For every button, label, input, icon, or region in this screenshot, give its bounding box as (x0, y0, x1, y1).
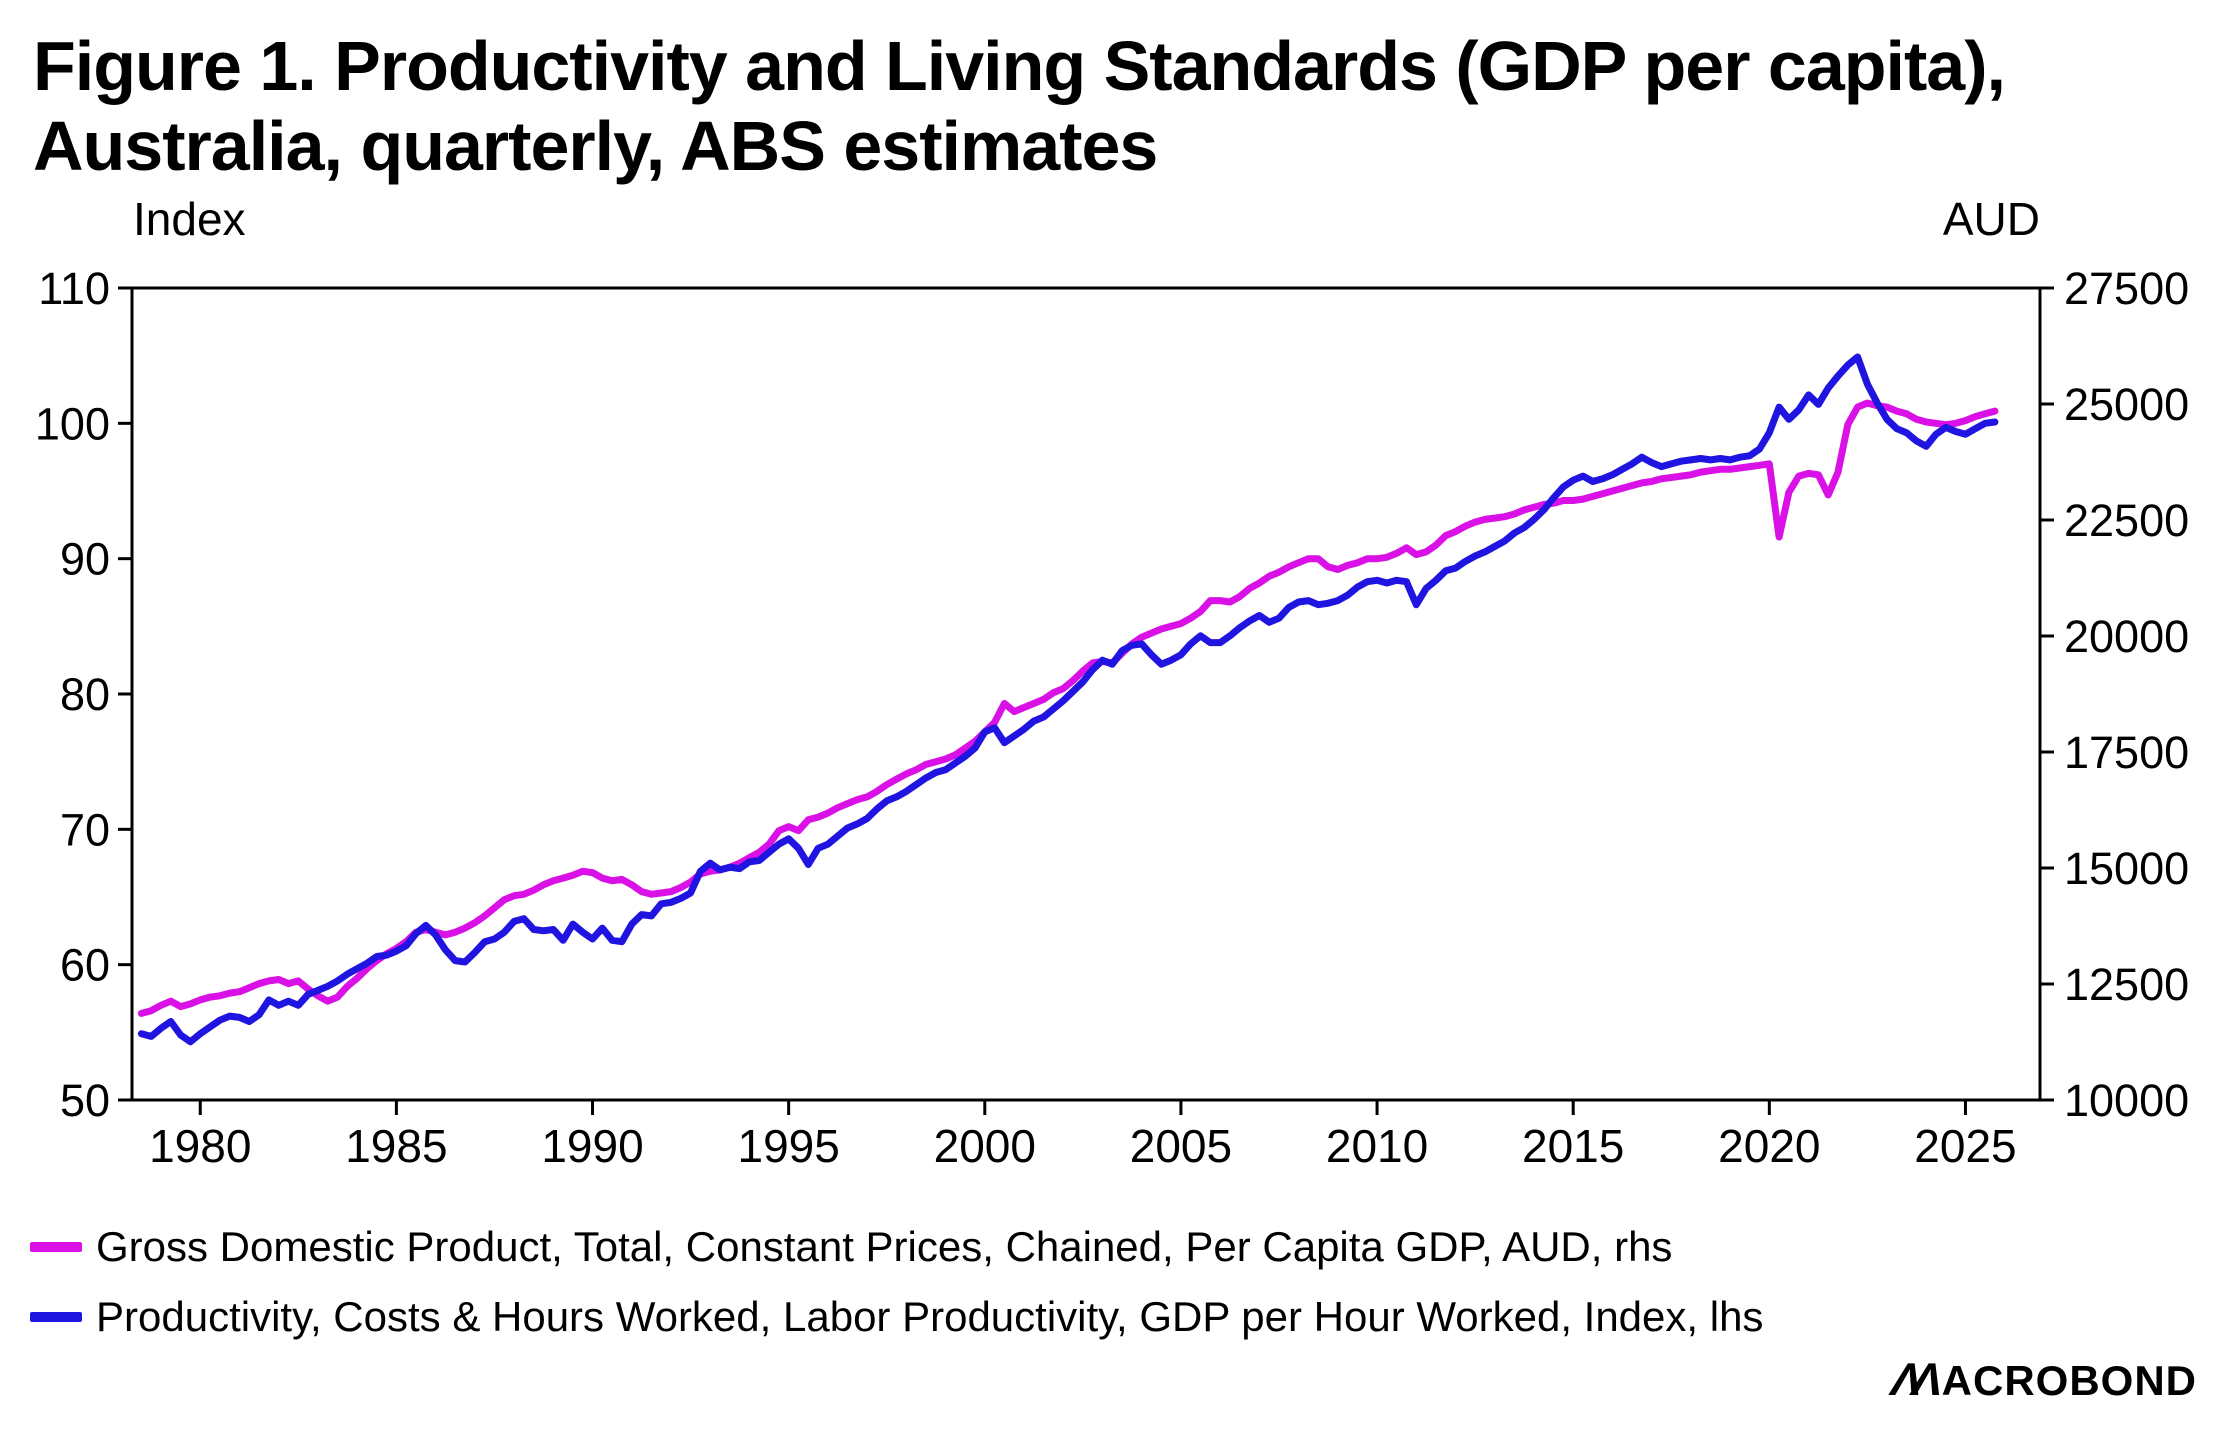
x-axis-tick-label: 1990 (541, 1120, 643, 1172)
x-axis-tick-label: 1985 (345, 1120, 447, 1172)
chart-title: Figure 1. Productivity and Living Standa… (33, 26, 2006, 186)
legend-label-gdp: Gross Domestic Product, Total, Constant … (96, 1223, 1673, 1270)
legend-item-productivity: Productivity, Costs & Hours Worked, Labo… (30, 1282, 1763, 1352)
x-axis-tick-label: 2010 (1326, 1120, 1428, 1172)
x-axis-tick-label: 1995 (737, 1120, 839, 1172)
chart-title-line2: Australia, quarterly, ABS estimates (33, 107, 1158, 185)
left-axis-tick-label: 90 (60, 534, 110, 585)
right-axis-tick-label: 25000 (2064, 379, 2189, 430)
x-axis-tick-label: 1980 (149, 1120, 251, 1172)
right-axis-unit-label: AUD (1942, 193, 2040, 245)
x-axis-tick-label: 2015 (1522, 1120, 1624, 1172)
right-axis-tick-label: 20000 (2064, 611, 2189, 662)
right-axis-tick-label: 10000 (2064, 1075, 2189, 1126)
macrobond-logo-text: ACROBOND (1941, 1357, 2197, 1404)
left-axis-tick-label: 80 (60, 669, 110, 720)
macrobond-logo-m-icon: ΛΛ (1885, 1353, 1941, 1405)
productivity-line-swatch (30, 1312, 82, 1322)
chart-title-line1: Figure 1. Productivity and Living Standa… (33, 27, 2006, 105)
left-axis-tick-label: 60 (60, 940, 110, 991)
macrobond-logo: ΛΛ ACROBOND (1886, 1352, 2197, 1406)
left-axis-tick-label: 50 (60, 1075, 110, 1126)
labor-productivity-line (137, 353, 1999, 1046)
left-axis-tick-label: 70 (60, 804, 110, 855)
x-axis-tick-label: 2025 (1914, 1120, 2016, 1172)
right-axis-tick-label: 27500 (2064, 263, 2189, 314)
left-axis-unit-label: Index (133, 193, 246, 245)
right-axis-tick-label: 22500 (2064, 495, 2189, 546)
gdp-per-capita-line (137, 399, 1999, 1017)
right-axis-tick-label: 15000 (2064, 843, 2189, 894)
legend: Gross Domestic Product, Total, Constant … (30, 1212, 1763, 1352)
plot-border (130, 286, 2042, 1102)
left-axis-tick-label: 110 (38, 263, 110, 314)
right-axis-tick-label: 17500 (2064, 727, 2189, 778)
legend-label-productivity: Productivity, Costs & Hours Worked, Labo… (96, 1293, 1764, 1340)
x-axis-tick-label: 2005 (1130, 1120, 1232, 1172)
right-axis-tick-label: 12500 (2064, 959, 2189, 1010)
left-axis-tick-label: 100 (35, 398, 110, 449)
x-axis-tick-label: 2020 (1718, 1120, 1820, 1172)
x-axis-tick-label: 2000 (934, 1120, 1036, 1172)
legend-item-gdp: Gross Domestic Product, Total, Constant … (30, 1212, 1763, 1282)
gdp-line-swatch (30, 1242, 82, 1252)
